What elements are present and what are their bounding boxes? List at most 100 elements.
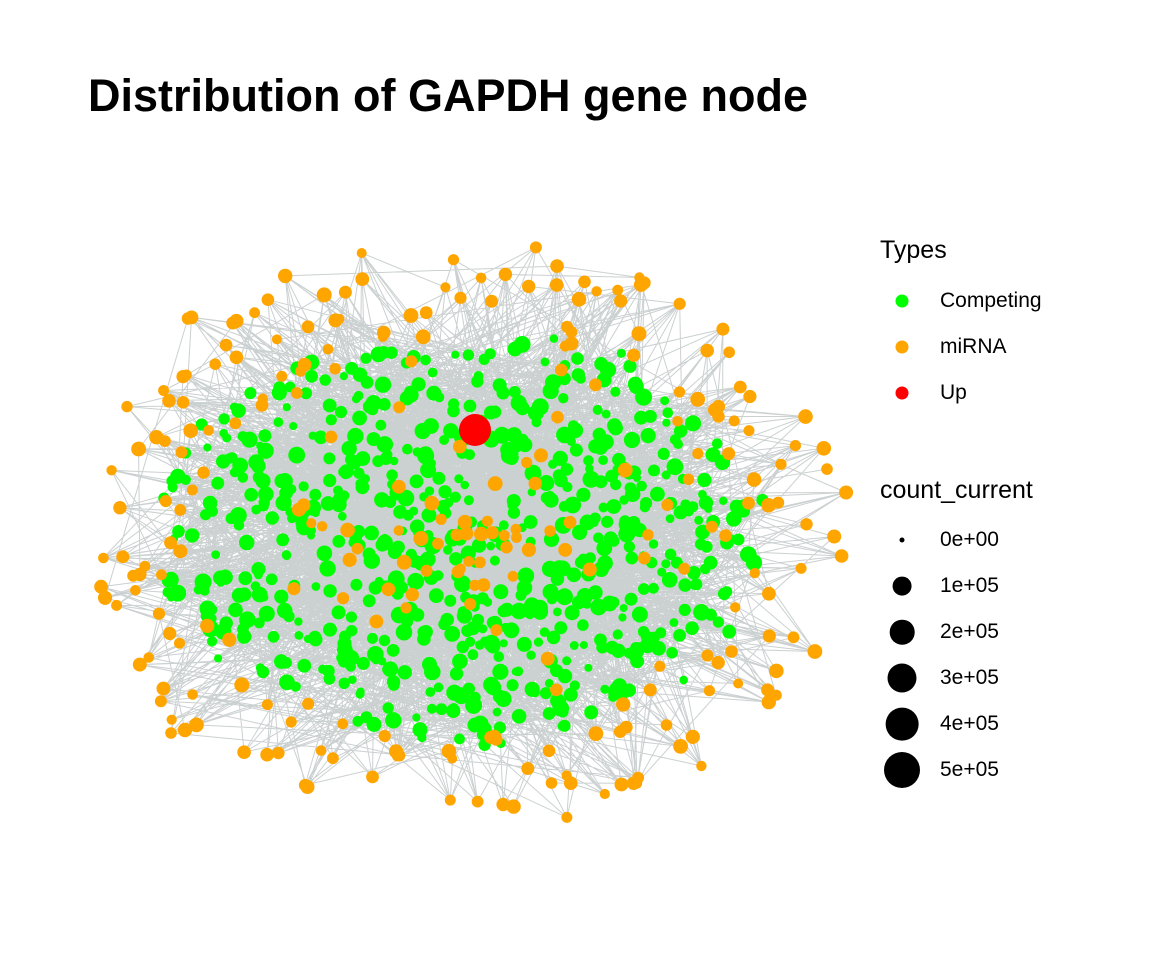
competing-node [248,454,265,471]
competing-node [648,582,659,594]
mirna-node [761,498,776,513]
competing-node [554,621,568,635]
mirna-node [400,602,412,614]
competing-node [402,443,413,455]
competing-node [664,548,677,560]
mirna-node [673,386,686,398]
competing-node [385,346,398,359]
mirna-node [716,322,730,336]
competing-node [542,707,556,720]
mirna-node [558,543,573,557]
competing-node [258,605,275,622]
mirna-node [834,549,849,563]
mirna-node [545,777,558,789]
mirna-node [111,599,123,611]
competing-node [200,509,212,521]
competing-node [694,515,704,525]
competing-node [340,469,351,480]
competing-node [228,602,243,618]
mirna-node [654,660,666,672]
competing-node [384,496,397,508]
mirna-node [673,739,688,754]
mirna-node [154,695,167,708]
competing-node [673,424,688,438]
competing-node [697,472,712,488]
mirna-node [510,523,522,535]
mirna-node [356,248,367,258]
competing-node [412,722,428,738]
mirna-node [551,410,564,424]
mirna-node [795,562,807,574]
competing-node [449,552,463,566]
mirna-node [158,385,170,396]
mirna-node [571,292,587,307]
mirna-node [638,551,651,565]
competing-node [422,656,437,672]
competing-node [444,626,461,642]
competing-node [244,387,257,400]
competing-node [448,398,460,410]
mirna-node [285,716,297,728]
competing-node [375,419,387,431]
mirna-node [476,578,491,592]
competing-node [265,511,279,525]
size-key-label: 4e+05 [940,712,999,735]
legend-label-competing: Competing [940,289,1042,312]
competing-node [637,626,650,638]
competing-node [386,675,401,689]
mirna-node [272,746,285,760]
mirna-node [708,402,723,417]
mirna-node [511,532,522,543]
competing-node [473,371,484,381]
mirna-node [682,473,695,485]
mirna-node [451,565,465,579]
mirna-node [471,795,484,808]
competing-node [378,634,391,647]
competing-node [557,668,573,684]
competing-node [527,405,544,421]
competing-node [323,622,337,637]
competing-node [367,646,384,663]
competing-node [544,678,554,688]
competing-node [657,447,670,460]
mirna-node [420,564,433,577]
mirna-node [271,334,282,345]
competing-node [567,422,584,439]
mirna-node [176,370,190,384]
size-key-label: 5e+05 [940,758,999,781]
size-key-0: 0e+00 [880,517,1140,563]
competing-node [237,629,252,644]
competing-node [345,453,357,466]
competing-node [444,594,457,607]
mirna-node [162,394,176,408]
mirna-node [219,338,233,352]
competing-node [611,678,628,694]
mirna-node [660,719,673,731]
competing-node [426,703,437,714]
mirna-node [200,618,215,634]
mirna-node [627,348,641,362]
competing-node [475,640,485,650]
competing-node [387,545,402,560]
competing-node [579,641,588,649]
competing-node [601,515,614,528]
mirna-node [261,699,273,711]
competing-node [211,550,221,559]
competing-node [239,611,256,628]
competing-node [395,623,413,641]
competing-node [542,382,559,400]
mirna-node [187,689,198,700]
competing-node [497,604,510,618]
competing-node [593,532,604,544]
competing-node [700,563,711,575]
competing-node [454,733,465,745]
competing-node [308,431,317,440]
competing-node [575,373,586,384]
mirna-node [164,536,178,550]
competing-node [267,630,280,643]
mirna-node [743,389,757,404]
competing-node [244,487,258,502]
competing-node [577,619,589,631]
mirna-node [393,401,406,414]
